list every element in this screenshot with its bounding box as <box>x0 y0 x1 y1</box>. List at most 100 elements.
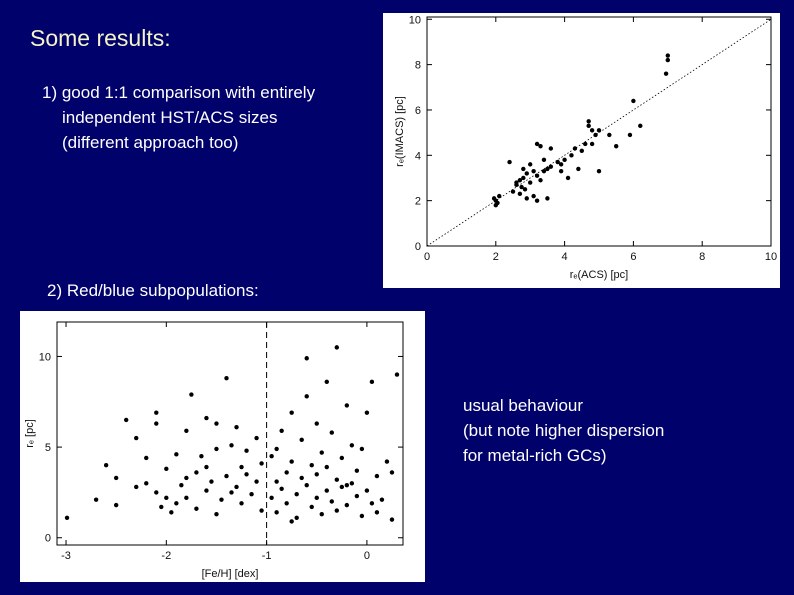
data-point <box>495 200 500 206</box>
data-point <box>389 517 395 522</box>
data-point <box>521 175 526 181</box>
data-point <box>389 470 395 475</box>
data-point <box>491 196 497 201</box>
data-point <box>169 510 174 515</box>
data-point <box>517 178 523 183</box>
data-point <box>124 417 129 423</box>
data-point <box>214 511 219 517</box>
data-point <box>534 141 540 147</box>
data-point <box>279 486 284 491</box>
point-text: 1) good 1:1 comparison with entirely <box>42 83 316 102</box>
data-point <box>548 146 554 151</box>
data-point <box>359 446 365 452</box>
data-point <box>614 144 619 149</box>
data-point <box>194 470 199 475</box>
data-point <box>607 132 612 138</box>
data-point <box>224 473 229 479</box>
data-point <box>354 468 360 473</box>
data-point <box>274 510 279 515</box>
data-point <box>239 501 244 506</box>
data-point <box>569 153 574 158</box>
data-point <box>528 180 533 185</box>
data-point <box>579 148 584 153</box>
data-point <box>294 515 299 521</box>
slide-title: Some results: <box>30 25 171 51</box>
note-text: usual behaviour <box>463 396 584 415</box>
data-point <box>164 466 169 472</box>
data-point <box>522 187 528 192</box>
data-point <box>589 141 595 147</box>
data-point <box>364 410 370 415</box>
data-point <box>507 159 512 165</box>
data-point <box>259 508 264 513</box>
x-tick-label: -3 <box>61 550 71 562</box>
data-point <box>627 132 633 138</box>
data-point <box>593 132 598 138</box>
data-point <box>334 477 340 482</box>
data-point <box>134 435 139 441</box>
y-axis-label: rₑ(IMACS) [pc] <box>394 96 406 167</box>
data-point <box>519 184 524 190</box>
data-point <box>244 448 249 453</box>
data-point <box>309 463 314 468</box>
data-point <box>214 446 219 452</box>
data-point <box>369 379 375 385</box>
data-point <box>234 484 239 490</box>
data-point <box>339 484 345 490</box>
plot-frame <box>426 16 772 247</box>
point-text: 2) Red/blue subpopulations: <box>47 281 259 300</box>
data-point <box>374 510 380 515</box>
data-point <box>344 482 350 488</box>
data-point <box>379 497 385 502</box>
data-point <box>159 504 164 510</box>
y-tick-label: 2 <box>415 196 421 208</box>
data-point <box>294 492 299 497</box>
data-point <box>324 464 329 470</box>
data-point <box>244 472 249 477</box>
chart: 0 2 4 6 8 10 0 2 4 6 8 10 rₑ(ACS) [pc] rₑ(IMACS) [pc] <box>383 13 780 288</box>
data-point <box>229 490 234 495</box>
y-tick-label: 10 <box>39 351 51 363</box>
y-tick-label: 5 <box>45 442 51 454</box>
data-point <box>586 119 591 124</box>
data-point <box>531 193 536 199</box>
data-point <box>334 345 340 350</box>
data-point <box>184 495 189 501</box>
data-point <box>204 464 209 470</box>
data-point <box>538 178 543 183</box>
x-tick-label: 0 <box>424 251 430 263</box>
data-point <box>174 452 179 457</box>
data-point <box>558 162 564 167</box>
data-point <box>541 168 547 174</box>
data-point <box>314 472 319 477</box>
data-point <box>545 166 550 172</box>
y-tick-label: 0 <box>415 241 421 253</box>
data-point <box>154 421 159 426</box>
data-point <box>562 157 567 163</box>
data-point <box>528 162 533 167</box>
x-tick-label: 0 <box>364 550 370 562</box>
data-point <box>349 481 355 486</box>
x-tick-label: 2 <box>493 251 499 263</box>
data-point <box>344 403 350 408</box>
data-point <box>589 128 595 133</box>
data-point <box>299 475 304 481</box>
data-point <box>304 482 309 488</box>
data-point <box>219 497 224 502</box>
data-point <box>304 394 309 399</box>
note-text: for metal-rich GCs) <box>463 446 607 465</box>
data-point <box>534 173 540 178</box>
data-point <box>586 123 591 129</box>
data-point <box>576 166 581 172</box>
data-point <box>548 164 554 169</box>
data-point <box>189 392 194 397</box>
data-point <box>269 495 274 501</box>
data-point <box>329 430 334 435</box>
y-tick-label: 4 <box>415 150 421 162</box>
data-point <box>555 159 560 165</box>
data-point <box>184 475 189 481</box>
data-point <box>384 459 390 464</box>
data-point <box>113 475 119 481</box>
x-tick-label: 10 <box>765 251 777 263</box>
